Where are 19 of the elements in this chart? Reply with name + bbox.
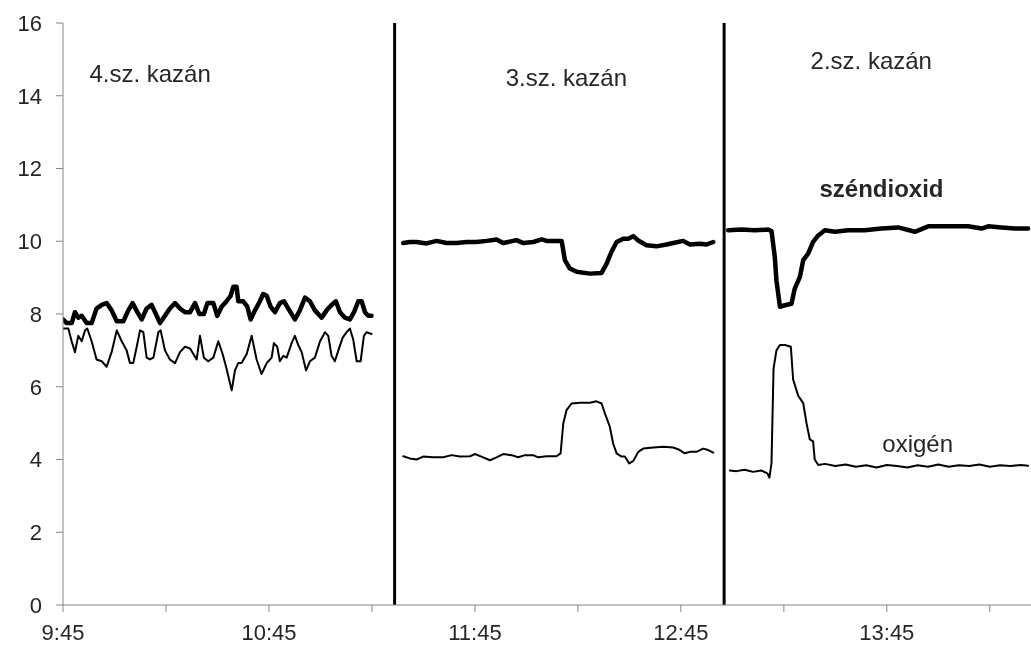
x-tick-label: 13:45 bbox=[859, 619, 915, 645]
annotation: 2.sz. kazán bbox=[810, 46, 932, 74]
y-tick-label: 2 bbox=[29, 520, 42, 546]
series-label: oxigén bbox=[882, 430, 954, 458]
y-tick-label: 12 bbox=[17, 156, 42, 182]
y-tick-label: 10 bbox=[17, 229, 42, 255]
y-tick-label: 0 bbox=[29, 592, 42, 618]
y-tick-label: 4 bbox=[29, 447, 42, 473]
annotation: 3.sz. kazán bbox=[505, 63, 628, 91]
y-tick-label: 8 bbox=[29, 301, 42, 327]
x-tick-label: 11:45 bbox=[448, 619, 502, 645]
y-tick-label: 6 bbox=[29, 374, 42, 400]
x-tick-label: 12:45 bbox=[653, 619, 709, 645]
annotation: 4.sz. kazán bbox=[89, 59, 211, 87]
series-label: széndioxid bbox=[819, 174, 944, 202]
x-tick-label: 10:45 bbox=[241, 619, 297, 645]
y-tick-label: 16 bbox=[17, 10, 42, 36]
y-tick-label: 14 bbox=[17, 83, 42, 109]
x-tick-label: 9:45 bbox=[41, 619, 85, 645]
